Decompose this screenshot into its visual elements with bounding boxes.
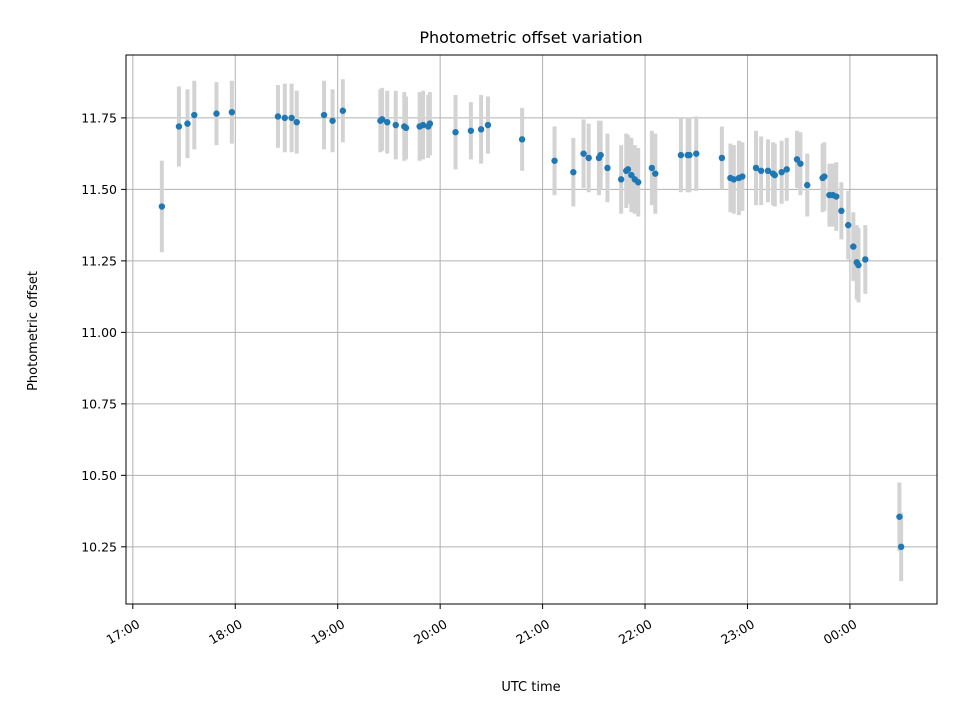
data-point: [585, 154, 592, 162]
data-point: [833, 193, 840, 200]
data-point: [339, 107, 347, 114]
y-tick-label: 11.00: [81, 325, 117, 340]
data-point: [228, 108, 236, 116]
y-tick-label: 11.50: [81, 182, 117, 197]
data-point: [845, 221, 852, 229]
data-point: [771, 171, 778, 179]
data-point: [752, 164, 760, 172]
data-point: [804, 181, 811, 189]
grid: [126, 55, 937, 604]
data-point: [597, 151, 604, 159]
y-axis-label: Photometric offset: [26, 271, 41, 391]
data-point: [467, 127, 475, 134]
data-point: [551, 157, 558, 164]
data-point: [402, 124, 410, 132]
y-tick-label: 10.75: [81, 396, 117, 411]
error-bars: [159, 79, 904, 582]
y-tick-label: 11.25: [81, 253, 117, 268]
data-point: [617, 176, 625, 183]
data-point: [693, 150, 700, 157]
data-point: [158, 203, 166, 210]
data-point: [778, 169, 785, 176]
data-point: [730, 176, 738, 183]
x-ticks: 17:00 18:00 19:00 20:00 21:00 22:00 23:00 00:00: [104, 604, 860, 647]
data-point: [624, 166, 632, 173]
y-tick-label: 10.50: [81, 468, 117, 483]
data-point: [580, 150, 587, 157]
data-point: [855, 261, 862, 269]
data-point: [648, 164, 656, 172]
data-point: [793, 156, 801, 163]
data-point: [757, 167, 765, 175]
data-point: [274, 113, 282, 120]
data-point: [426, 120, 434, 127]
data-point: [862, 256, 869, 263]
data-point: [739, 173, 746, 180]
x-tick-label: 00:00: [821, 616, 860, 647]
data-point: [677, 151, 685, 159]
data-points: [158, 107, 905, 551]
x-axis-label: UTC time: [501, 680, 560, 695]
data-point: [838, 207, 845, 215]
x-tick-label: 17:00: [104, 616, 143, 647]
data-point: [213, 110, 220, 117]
data-point: [518, 136, 526, 143]
data-point: [850, 243, 857, 250]
data-point: [184, 120, 191, 127]
data-point: [896, 513, 903, 520]
data-point: [384, 118, 391, 126]
data-point: [378, 116, 386, 123]
data-point: [191, 111, 198, 119]
data-point: [293, 118, 300, 126]
data-point: [604, 164, 611, 172]
data-point: [718, 154, 726, 162]
data-point: [897, 543, 905, 551]
data-point: [477, 126, 485, 133]
data-point: [635, 179, 642, 186]
data-point: [288, 114, 295, 122]
data-point: [686, 151, 693, 159]
x-tick-label: 23:00: [718, 616, 757, 647]
y-ticks: 10.25 10.50 10.75 11.00 11.25 11.50 11.75: [81, 110, 126, 554]
plot-frame: [125, 54, 938, 605]
data-point: [329, 117, 336, 124]
x-tick-label: 21:00: [513, 616, 552, 647]
x-tick-label: 22:00: [616, 616, 655, 647]
x-tick-label: 18:00: [206, 616, 245, 647]
x-tick-label: 20:00: [411, 616, 450, 647]
y-tick-label: 11.75: [81, 110, 117, 125]
x-tick-label: 19:00: [309, 616, 348, 647]
data-point: [281, 114, 288, 122]
data-point: [783, 166, 790, 173]
data-point: [628, 171, 635, 179]
data-point: [484, 121, 492, 129]
data-point: [821, 173, 828, 180]
data-point: [764, 167, 772, 175]
y-tick-label: 10.25: [81, 539, 117, 554]
data-point: [452, 129, 459, 136]
data-point: [797, 160, 804, 167]
data-point: [175, 123, 183, 130]
data-point: [320, 111, 328, 119]
data-point: [419, 121, 427, 129]
data-point: [570, 169, 577, 176]
chart-title: Photometric offset variation: [419, 28, 642, 47]
data-point: [652, 170, 659, 177]
data-point: [392, 121, 399, 129]
